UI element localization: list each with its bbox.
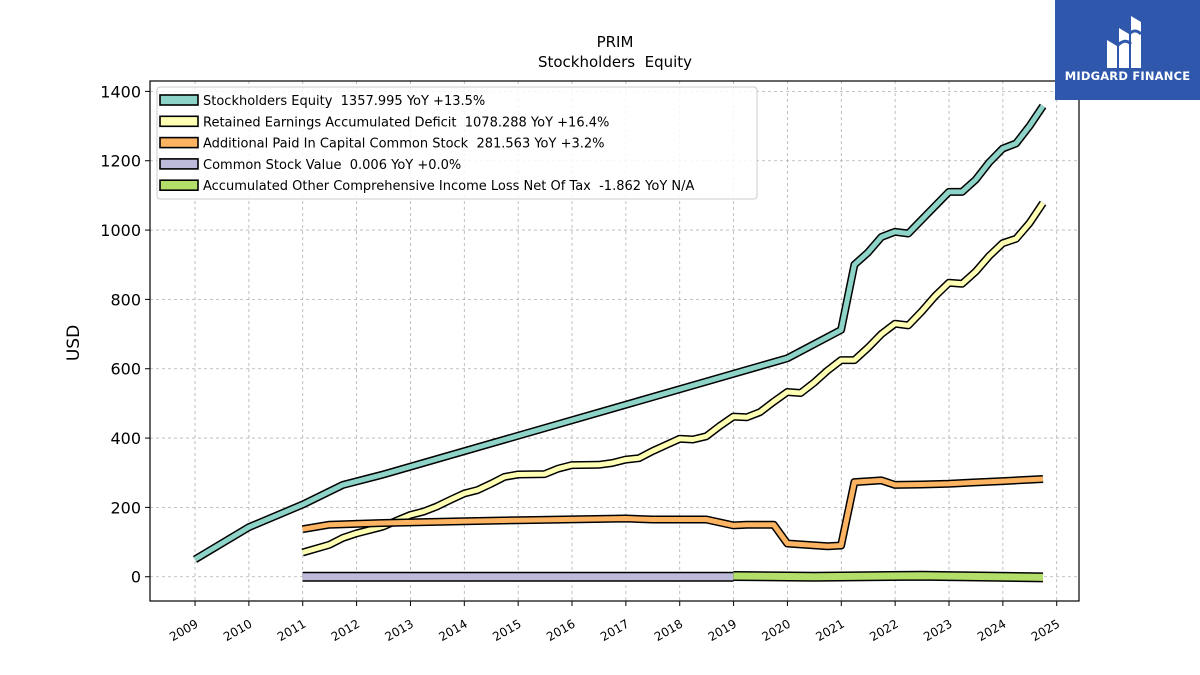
legend-box [156, 86, 758, 200]
y-tick-label: 1200 [100, 152, 141, 171]
series-2-line [301, 201, 1046, 555]
chart-subtitle: Stockholders Equity [538, 53, 692, 71]
brand-name: MIDGARD FINANCE [1064, 69, 1191, 83]
x-tick-label: 2014 [436, 617, 469, 644]
x-tick-label: 2011 [275, 617, 308, 644]
legend-swatch [159, 94, 199, 106]
y-tick-label: 1000 [100, 221, 141, 240]
x-tick-label: 2009 [167, 617, 200, 644]
legend-label: Additional Paid In Capital Common Stock … [203, 137, 605, 152]
legend: Stockholders Equity 1357.995 YoY +13.5% R… [156, 86, 758, 200]
y-tick-label: 200 [110, 498, 141, 517]
y-tick-label: 800 [110, 290, 141, 309]
brand-logo: MIDGARD FINANCE [1055, 0, 1200, 100]
y-tick-label: 0 [131, 568, 141, 587]
x-tick-label: 2021 [813, 617, 846, 644]
legend-swatch [159, 158, 199, 170]
x-tick-label: 2025 [1029, 617, 1062, 644]
y-tick-label: 1400 [100, 82, 141, 101]
x-tick-label: 2013 [383, 617, 416, 644]
x-tick-label: 2022 [867, 617, 900, 644]
legend-label: Stockholders Equity 1357.995 YoY +13.5% [203, 94, 485, 109]
legend-swatch [159, 115, 199, 128]
legend-label: Retained Earnings Accumulated Deficit 10… [203, 115, 609, 130]
legend-label: Common Stock Value 0.006 YoY +0.0% [203, 158, 461, 173]
series-5-line [733, 572, 1044, 581]
x-tick-label: 2017 [598, 617, 631, 644]
x-tick-label: 2015 [490, 617, 523, 644]
x-tick-label: 2018 [652, 617, 685, 644]
x-tick-label: 2012 [329, 617, 362, 644]
plot-frame [149, 80, 1080, 602]
chart-title: PRIM [597, 33, 634, 51]
y-axis-label: USD [64, 325, 84, 361]
x-tick-label: 2020 [760, 617, 793, 644]
series-1-line [193, 104, 1046, 562]
y-tick-label: 400 [110, 429, 141, 448]
legend-swatch [159, 136, 199, 149]
x-tick-label: 2024 [975, 617, 1008, 644]
midgard-logo-icon [1107, 16, 1143, 68]
y-tick-label: 600 [110, 360, 141, 379]
legend-label: Accumulated Other Comprehensive Income L… [203, 179, 694, 194]
x-tick-label: 2016 [544, 617, 577, 644]
x-tick-label: 2019 [706, 617, 739, 644]
series-2-outline [301, 200, 1047, 557]
x-tick-label: 2023 [921, 617, 954, 644]
x-tick-label: 2010 [221, 617, 254, 644]
legend-swatch [159, 179, 199, 191]
series-layer [192, 103, 1047, 583]
series-3-line [302, 476, 1044, 549]
